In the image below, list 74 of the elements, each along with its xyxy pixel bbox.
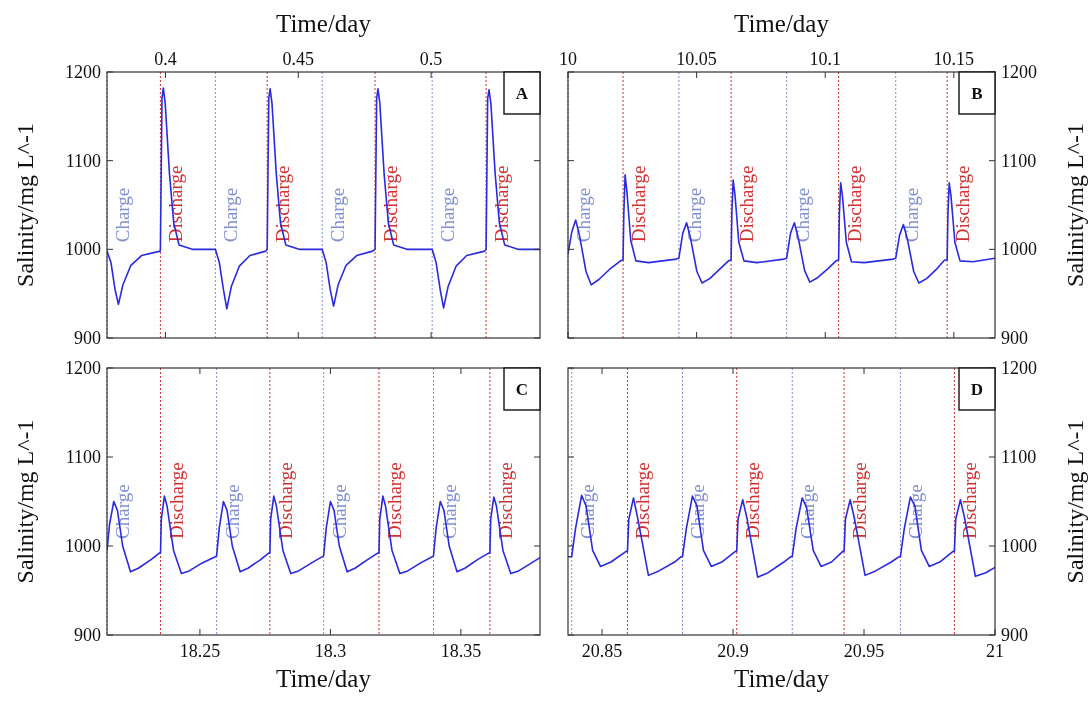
ref-line-label: Discharge: [494, 462, 516, 539]
x-tick-label: 10: [559, 49, 577, 69]
x-axis-title: Time/day: [734, 10, 830, 37]
ref-line-label: Charge: [328, 484, 350, 539]
y2-tick-label: 900: [1001, 625, 1028, 645]
ref-line-label: Discharge: [959, 462, 981, 539]
ref-line-label: Charge: [791, 187, 813, 243]
ref-line-label: Charge: [221, 484, 243, 539]
annotation: D: [970, 380, 984, 399]
ref-line-label: Charge: [437, 187, 459, 243]
x-tick-label: 20.95: [843, 641, 885, 661]
ref-line-label: Discharge: [632, 462, 654, 539]
ref-line-label: Discharge: [165, 462, 187, 539]
ref-line-label: Charge: [112, 484, 133, 539]
x-tick-label: 10.1: [809, 49, 841, 69]
ref-line-label: Charge: [438, 484, 460, 539]
y-tick-label: 900: [74, 328, 101, 348]
x-tick-label: 18.25: [179, 641, 221, 661]
x-tick-label: 10.05: [676, 49, 717, 69]
y2-tick-label: 1100: [1001, 150, 1037, 171]
ref-line-label: Discharge: [628, 165, 650, 243]
y2-tick-label: 1100: [1001, 447, 1037, 467]
x-tick-label: 18.35: [440, 641, 482, 661]
annotation: C: [515, 380, 529, 399]
ref-line-label: Charge: [683, 187, 705, 243]
x-tick-label: 18.3: [314, 641, 347, 661]
ref-line-label: Discharge: [383, 462, 405, 539]
y-tick-label: 1200: [65, 62, 101, 82]
x-tick-label: 10.15: [933, 49, 975, 69]
annotation: B: [971, 84, 983, 103]
y-axis-title: Salinity/mg L^-1: [11, 123, 38, 287]
ref-line-label: Charge: [576, 484, 598, 539]
y2-tick-label: 1200: [1001, 358, 1037, 378]
y2-axis-title: Salinity/mg L^-1: [1061, 419, 1088, 584]
ref-line-label: Discharge: [952, 165, 974, 243]
ref-line-label: Discharge: [491, 165, 513, 243]
ref-line-label: Charge: [220, 187, 242, 243]
y-tick-label: 1000: [65, 239, 101, 260]
x-tick-label: 0.45: [282, 49, 315, 69]
y2-tick-label: 1000: [1001, 536, 1037, 556]
ref-line-label: Discharge: [843, 165, 865, 243]
ref-line-label: Discharge: [165, 165, 187, 243]
x-axis-title: Time/day: [276, 665, 372, 692]
ref-line-label: Charge: [327, 187, 349, 243]
ref-line-label: Discharge: [272, 165, 294, 243]
ref-line-label: Discharge: [741, 462, 763, 539]
y2-tick-label: 900: [1001, 328, 1028, 348]
x-tick-label: 0.5: [419, 49, 443, 69]
ref-line-label: Charge: [112, 187, 133, 243]
annotation: A: [515, 84, 529, 103]
y-tick-label: 1000: [65, 536, 101, 556]
ref-line-label: Discharge: [380, 165, 402, 243]
ref-line-label: Discharge: [736, 165, 758, 243]
ref-line-label: Charge: [687, 484, 709, 539]
x-axis-title: Time/day: [734, 665, 830, 692]
x-tick-label: 21: [986, 641, 1004, 661]
y2-tick-label: 1200: [1001, 62, 1037, 82]
x-tick-label: 0.4: [154, 49, 177, 69]
ref-line-label: Charge: [905, 484, 927, 539]
ref-line-label: Discharge: [274, 462, 296, 539]
y-tick-label: 1200: [65, 358, 101, 378]
y-tick-label: 1100: [65, 447, 101, 467]
x-tick-label: 20.85: [581, 641, 623, 661]
y2-axis-title: Salinity/mg L^-1: [1061, 123, 1088, 287]
x-axis-title: Time/day: [276, 10, 372, 37]
ref-line-label: Charge: [573, 187, 594, 243]
y2-tick-label: 1000: [1001, 239, 1037, 260]
y-tick-label: 1100: [65, 150, 101, 171]
ref-line-label: Discharge: [849, 462, 871, 539]
x-tick-label: 20.9: [717, 641, 749, 661]
ref-line-label: Charge: [797, 484, 819, 539]
y-axis-title: Salinity/mg L^-1: [11, 419, 38, 584]
ref-line-label: Charge: [900, 187, 922, 243]
y-tick-label: 900: [74, 625, 101, 645]
